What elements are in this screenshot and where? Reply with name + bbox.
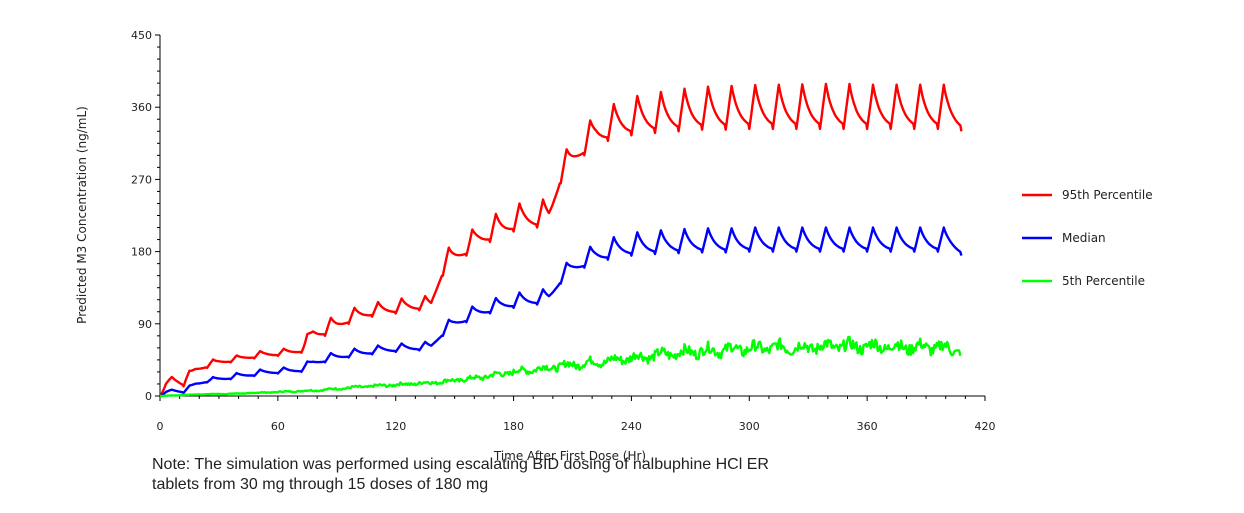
x-axis-title: Time After First Dose (Hr) bbox=[493, 449, 646, 463]
x-tick-label: 120 bbox=[385, 420, 406, 433]
chart-legend: 95th Percentile Median 5th Percentile bbox=[1022, 188, 1153, 288]
series-line-1 bbox=[159, 226, 963, 398]
x-tick-label: 300 bbox=[739, 420, 760, 433]
series-line-2 bbox=[160, 335, 962, 398]
series-line-0 bbox=[159, 82, 963, 397]
x-tick-label: 240 bbox=[621, 420, 642, 433]
x-tick-label: 60 bbox=[271, 420, 285, 433]
note-text: Note: The simulation was performed using… bbox=[152, 455, 852, 495]
y-tick-label: 360 bbox=[131, 101, 152, 114]
y-tick-label: 180 bbox=[131, 246, 152, 259]
legend-label-2: 5th Percentile bbox=[1062, 274, 1145, 288]
y-tick-label: 90 bbox=[138, 318, 152, 331]
y-tick-label: 450 bbox=[131, 29, 152, 42]
legend-label-1: Median bbox=[1062, 231, 1106, 245]
y-axis-title: Predicted M3 Concentration (ng/mL) bbox=[75, 106, 89, 324]
chart-axes bbox=[155, 34, 986, 401]
y-tick-label: 0 bbox=[145, 390, 152, 403]
y-tick-label: 270 bbox=[131, 173, 152, 186]
x-tick-label: 0 bbox=[157, 420, 164, 433]
tick-labels: 0 90 180 270 360 450 0 60 120 180 240 300 360 420 bbox=[131, 29, 996, 433]
series-layer bbox=[159, 82, 963, 398]
x-tick-label: 420 bbox=[975, 420, 996, 433]
note-line-2: tablets from 30 mg through 15 doses of 1… bbox=[152, 476, 489, 493]
note-line-1: Note: The simulation was performed using… bbox=[152, 456, 769, 473]
x-tick-label: 180 bbox=[503, 420, 524, 433]
legend-label-0: 95th Percentile bbox=[1062, 188, 1153, 202]
x-tick-label: 360 bbox=[857, 420, 878, 433]
